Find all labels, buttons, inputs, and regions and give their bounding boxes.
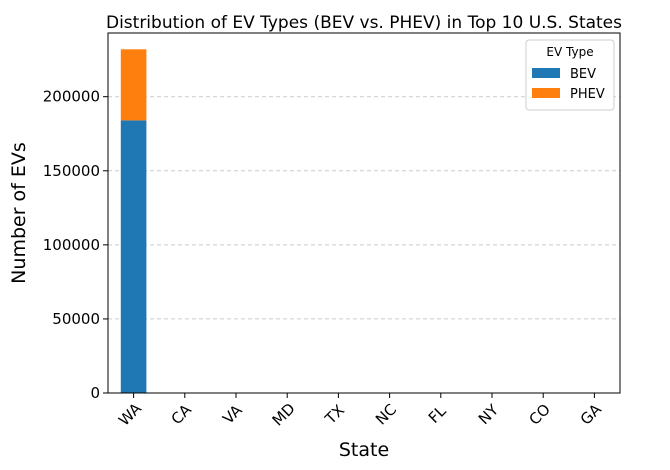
grid-lines bbox=[108, 96, 620, 320]
y-tick-label: 100000 bbox=[43, 236, 100, 254]
y-tick-label: 150000 bbox=[43, 162, 100, 180]
bar-bev-wa bbox=[120, 120, 147, 393]
x-tick-label: NC bbox=[372, 400, 400, 428]
legend-title: EV Type bbox=[546, 45, 593, 59]
y-tick-label: 200000 bbox=[43, 88, 100, 106]
chart-title: Distribution of EV Types (BEV vs. PHEV) … bbox=[106, 13, 622, 33]
legend-label-bev: BEV bbox=[570, 67, 596, 82]
x-tick-label: VA bbox=[219, 401, 246, 428]
x-tick-label: NY bbox=[475, 400, 503, 428]
x-tick-label: TX bbox=[321, 401, 348, 428]
x-axis-title: State bbox=[339, 439, 389, 461]
plot-frame bbox=[107, 32, 621, 394]
y-axis-title: Number of EVs bbox=[8, 142, 30, 284]
legend-label-phev: PHEV bbox=[570, 87, 605, 102]
bar-phev-wa bbox=[120, 49, 147, 121]
x-tick-label: GA bbox=[577, 400, 606, 429]
x-tick-label: WA bbox=[115, 399, 145, 429]
legend-swatch-phev bbox=[532, 88, 560, 98]
x-axis-ticks: WA CA VA MD TX NC FL NY CO GA bbox=[115, 393, 605, 429]
x-tick-label: MD bbox=[269, 399, 299, 429]
y-tick-label: 0 bbox=[90, 384, 100, 402]
x-tick-label: FL bbox=[425, 402, 450, 427]
legend-swatch-bev bbox=[532, 68, 560, 78]
x-tick-label: CO bbox=[525, 400, 553, 428]
y-tick-label: 50000 bbox=[52, 310, 100, 328]
legend: EV Type BEV PHEV bbox=[525, 39, 615, 111]
y-axis-ticks: 0 50000 100000 150000 200000 bbox=[43, 88, 108, 402]
bars bbox=[120, 49, 147, 393]
x-tick-label: CA bbox=[168, 400, 196, 428]
